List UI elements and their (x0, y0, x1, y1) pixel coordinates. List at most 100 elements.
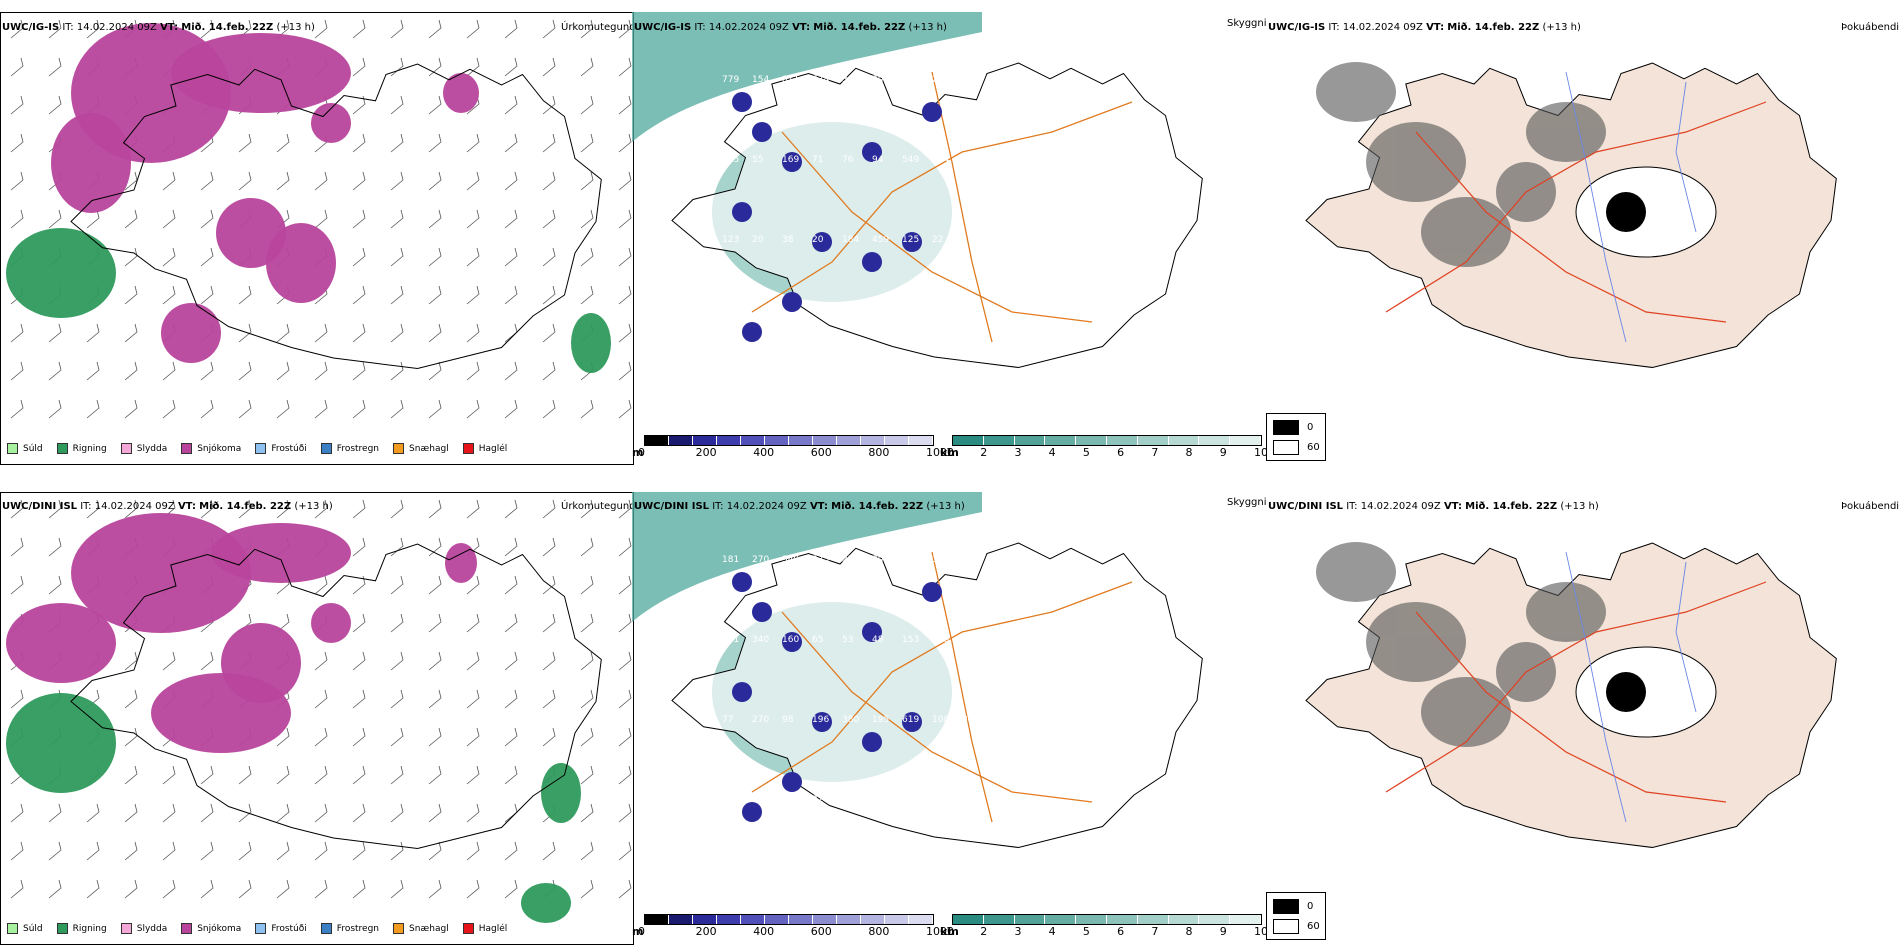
wind-barb (314, 765, 328, 785)
wind-barb (352, 323, 366, 343)
fog-panel-bottom (1266, 492, 1900, 943)
wind-barb (352, 399, 366, 419)
wind-barb (124, 285, 138, 305)
cloud-base-label: 275 (812, 555, 829, 565)
wind-barb (124, 765, 138, 785)
wind-barb (390, 765, 404, 785)
colorbar-tick-label: 3 (1014, 925, 1022, 938)
precip-type-map-top (6, 19, 632, 419)
wind-barb (352, 613, 366, 633)
wind-barb (580, 95, 594, 115)
cloud-base-cell (752, 602, 772, 622)
wind-barb (86, 841, 100, 861)
wind-barb (504, 879, 518, 899)
cloud-base-label: 115 (722, 155, 739, 165)
wind-barb (162, 209, 176, 229)
precip-area (6, 693, 116, 793)
wind-barb (352, 209, 366, 229)
cloud-base-label: 134 (932, 155, 949, 165)
wind-barb (466, 209, 480, 229)
wind-barb (10, 689, 24, 709)
cloud-base-cell (752, 122, 772, 142)
legend-item: Rigning (56, 443, 107, 454)
fog-area (1526, 102, 1606, 162)
wind-barb (124, 323, 138, 343)
cloud-base-cell (862, 622, 882, 642)
wind-barb (542, 95, 556, 115)
colorbar-tick-label: 400 (753, 446, 775, 459)
wind-barb (542, 613, 556, 633)
colorbar-swatch (953, 436, 984, 445)
colorbar-tick-label: 8 (1185, 446, 1193, 459)
precip-area (171, 33, 351, 113)
cloud-base-label: 153 (902, 635, 919, 645)
wind-barb (580, 841, 594, 861)
wind-barb (428, 361, 442, 381)
wind-barb (124, 399, 138, 419)
wind-barb (542, 689, 556, 709)
wind-barb (504, 575, 518, 595)
wind-barb (466, 171, 480, 191)
wind-barb (428, 803, 442, 823)
cloud-base-label: 349 (782, 555, 799, 565)
fog-area (1421, 197, 1511, 267)
wind-barb (542, 133, 556, 153)
wind-barb (466, 727, 480, 747)
cloud-base-label: 20 (752, 235, 764, 245)
fog-core (1606, 192, 1646, 232)
wind-barb (10, 209, 24, 229)
colorbar-tick-label: 1 (946, 446, 953, 459)
legend-label: Slydda (136, 443, 168, 454)
cloud-base-label: 154 (752, 75, 769, 85)
wind-barb (580, 613, 594, 633)
colorbar-unit: m (632, 446, 644, 459)
precip-area (266, 223, 336, 303)
wind-barb (390, 95, 404, 115)
cloud-base-cells (732, 572, 942, 822)
wind-barb (124, 689, 138, 709)
wind-barb (390, 209, 404, 229)
colorbar-tick-label: 7 (1151, 925, 1159, 938)
colorbar-swatch (765, 436, 789, 445)
cloud-base-cell (862, 142, 882, 162)
wind-barb (124, 499, 138, 519)
wind-barb (504, 803, 518, 823)
wind-barb (352, 879, 366, 899)
precip-area (51, 113, 131, 213)
wind-barb (352, 285, 366, 305)
cloud-base-label: 221 (932, 75, 949, 85)
fog-key-label: 0 (1307, 901, 1314, 912)
colorbar-swatch (885, 436, 909, 445)
colorbar-tick-label: 200 (695, 925, 717, 938)
wind-barb (314, 171, 328, 191)
colorbar-tick-label: 9 (1219, 446, 1227, 459)
rivers (1565, 71, 1697, 343)
wind-barb (542, 727, 556, 747)
wind-barb (314, 399, 328, 419)
precip-area (443, 73, 479, 113)
map-header-fog-bottom: UWC/DINI ISL IT: 14.02.2024 09Z VT: Mið.… (1268, 501, 1599, 512)
wind-barb (466, 361, 480, 381)
colorbar-swatch (953, 915, 984, 924)
wind-barb (86, 803, 100, 823)
legend-swatch (255, 923, 267, 934)
wind-barb (580, 727, 594, 747)
wind-barb (428, 765, 442, 785)
cloud-base-label: 270 (752, 715, 769, 725)
wind-barb (238, 361, 252, 381)
ceiling-visibility-panel-bottom: 181 270 349 275 278 308 358 321 161 101 340 160 65 53… (632, 492, 1262, 943)
wind-barb (86, 499, 100, 519)
colorbar-swatch (669, 915, 693, 924)
cloud-base-label: 125 (902, 235, 919, 245)
river-line (1675, 561, 1697, 713)
wind-barb (314, 323, 328, 343)
colorbar-unit: m (632, 925, 644, 938)
wind-barb (86, 19, 100, 39)
fog-area (1366, 602, 1466, 682)
wind-barb (618, 171, 632, 191)
colorbar-swatch (813, 436, 837, 445)
cloud-base-label: 161 (962, 555, 979, 565)
colorbar-tick-label: 6 (1117, 925, 1125, 938)
fog-area (1316, 62, 1396, 122)
wind-barb (200, 651, 214, 671)
